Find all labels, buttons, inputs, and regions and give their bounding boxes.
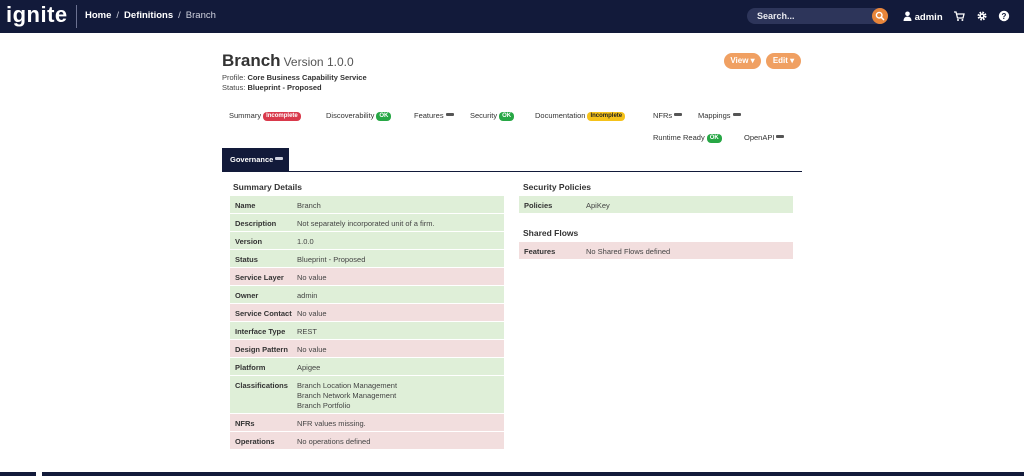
status-badge: Incomplete <box>263 112 301 121</box>
brand-logo[interactable]: ignite <box>6 2 68 27</box>
status-dash <box>445 113 454 116</box>
table-row: Description Not separately incorporated u… <box>230 214 504 232</box>
view-button[interactable]: View ▾ <box>724 53 761 69</box>
tab-governance[interactable]: Governance <box>222 148 289 171</box>
row-value-line: Branch Network Management <box>297 391 397 400</box>
help-icon[interactable]: ? <box>998 10 1010 22</box>
status-badge: OK <box>706 134 722 143</box>
row-key: Service Contact <box>235 309 292 318</box>
table-row: Interface Type REST <box>230 322 504 340</box>
tab-features[interactable]: Features <box>414 111 454 120</box>
footer-gap <box>36 472 42 476</box>
tab-nfrs[interactable]: NFRs <box>653 111 683 120</box>
status-badge: OK <box>376 112 392 121</box>
row-value: Apigee <box>297 363 321 372</box>
table-row: Service Contact No value <box>230 304 504 322</box>
definition-header: Branch Version 1.0.0 Profile: Core Busine… <box>222 51 367 93</box>
row-key: Features <box>524 247 556 256</box>
status-dash <box>776 135 785 138</box>
table-row: Name Branch <box>230 196 504 214</box>
status-dash <box>275 157 284 160</box>
row-value: Blueprint - Proposed <box>297 255 366 264</box>
status-dash <box>674 113 683 116</box>
breadcrumb-definitions[interactable]: Definitions <box>124 10 174 21</box>
gear-icon[interactable] <box>976 10 988 22</box>
profile-line: Profile: Core Business Capability Servic… <box>222 73 367 82</box>
row-value: No Shared Flows defined <box>586 247 671 256</box>
row-key: Platform <box>235 363 266 372</box>
table-row: Status Blueprint - Proposed <box>230 250 504 268</box>
svg-text:?: ? <box>1002 12 1007 21</box>
status-line: Status: Blueprint - Proposed <box>222 83 322 92</box>
table-row: Classifications Branch Location Managemen… <box>230 376 504 414</box>
row-value-list: Branch Location Management Branch Network… <box>297 376 397 413</box>
row-value: Not separately incorporated unit of a fi… <box>297 219 435 228</box>
row-value: No value <box>297 309 327 318</box>
row-value: ApiKey <box>586 201 610 210</box>
top-navbar: ignite Home/Definitions/Branch admin ? <box>0 0 1024 33</box>
table-row: Platform Apigee <box>230 358 504 376</box>
table-row: NFRs NFR values missing. <box>230 414 504 432</box>
tab-runtime-ready[interactable]: Runtime Ready OK <box>653 133 722 143</box>
tab-mappings[interactable]: Mappings <box>698 111 741 120</box>
row-value: No value <box>297 345 327 354</box>
row-value: No value <box>297 273 327 282</box>
edit-button[interactable]: Edit ▾ <box>766 53 801 69</box>
version-label: Version 1.0.0 <box>283 55 354 69</box>
cart-icon[interactable] <box>953 10 965 22</box>
table-row: Policies ApiKey <box>519 196 793 214</box>
tab-underline <box>222 171 802 172</box>
row-value: NFR values missing. <box>297 419 366 428</box>
breadcrumb-current: Branch <box>185 10 216 21</box>
status-badge: Incomplete <box>587 112 626 121</box>
page-title: Branch Version 1.0.0 <box>222 51 354 70</box>
row-key: Classifications <box>235 381 288 390</box>
tab-security[interactable]: Security OK <box>470 111 515 121</box>
brand-divider <box>76 5 77 28</box>
table-row: Version 1.0.0 <box>230 232 504 250</box>
row-key: Status <box>235 255 258 264</box>
breadcrumb: Home / Definitions / Branch <box>85 10 216 21</box>
row-value: Branch <box>297 201 321 210</box>
search-input[interactable] <box>757 10 867 22</box>
row-value: REST <box>297 327 318 336</box>
row-key: Service Layer <box>235 273 284 282</box>
table-row: Operations No operations defined <box>230 432 504 450</box>
row-key: Description <box>235 219 277 228</box>
table-row: Features No Shared Flows defined <box>519 242 793 260</box>
table-row: Owner admin <box>230 286 504 304</box>
row-key: NFRs <box>235 419 255 428</box>
search-button[interactable] <box>872 8 888 24</box>
search-icon <box>875 11 885 21</box>
row-key: Owner <box>235 291 259 300</box>
search-box <box>747 8 888 24</box>
status-badge: OK <box>499 112 515 121</box>
row-key: Operations <box>235 437 275 446</box>
row-key: Version <box>235 237 263 246</box>
user-menu[interactable]: admin <box>903 11 943 23</box>
row-key: Policies <box>524 201 553 210</box>
row-key: Name <box>235 201 256 210</box>
security-policies-heading: Security Policies <box>523 182 592 192</box>
row-key: Design Pattern <box>235 345 288 354</box>
status-dash <box>732 113 741 116</box>
tab-summary[interactable]: Summary Incomplete <box>229 111 301 121</box>
user-icon <box>903 11 912 21</box>
row-value: No operations defined <box>297 437 371 446</box>
table-row: Design Pattern No value <box>230 340 504 358</box>
tab-documentation[interactable]: Documentation Incomplete <box>535 111 626 121</box>
user-name: admin <box>914 12 943 23</box>
tab-openapi[interactable]: OpenAPI <box>744 133 785 142</box>
row-value-line: Branch Portfolio <box>297 401 351 410</box>
summary-details-heading: Summary Details <box>233 182 302 192</box>
footer-bar <box>0 472 1024 476</box>
table-row: Service Layer No value <box>230 268 504 286</box>
row-value: 1.0.0 <box>297 237 314 246</box>
row-key: Interface Type <box>235 327 286 336</box>
breadcrumb-home[interactable]: Home <box>85 10 112 21</box>
tab-discoverability[interactable]: Discoverability OK <box>326 111 392 121</box>
row-value: admin <box>297 291 318 300</box>
shared-flows-heading: Shared Flows <box>523 228 579 238</box>
row-value-line: Branch Location Management <box>297 381 398 390</box>
